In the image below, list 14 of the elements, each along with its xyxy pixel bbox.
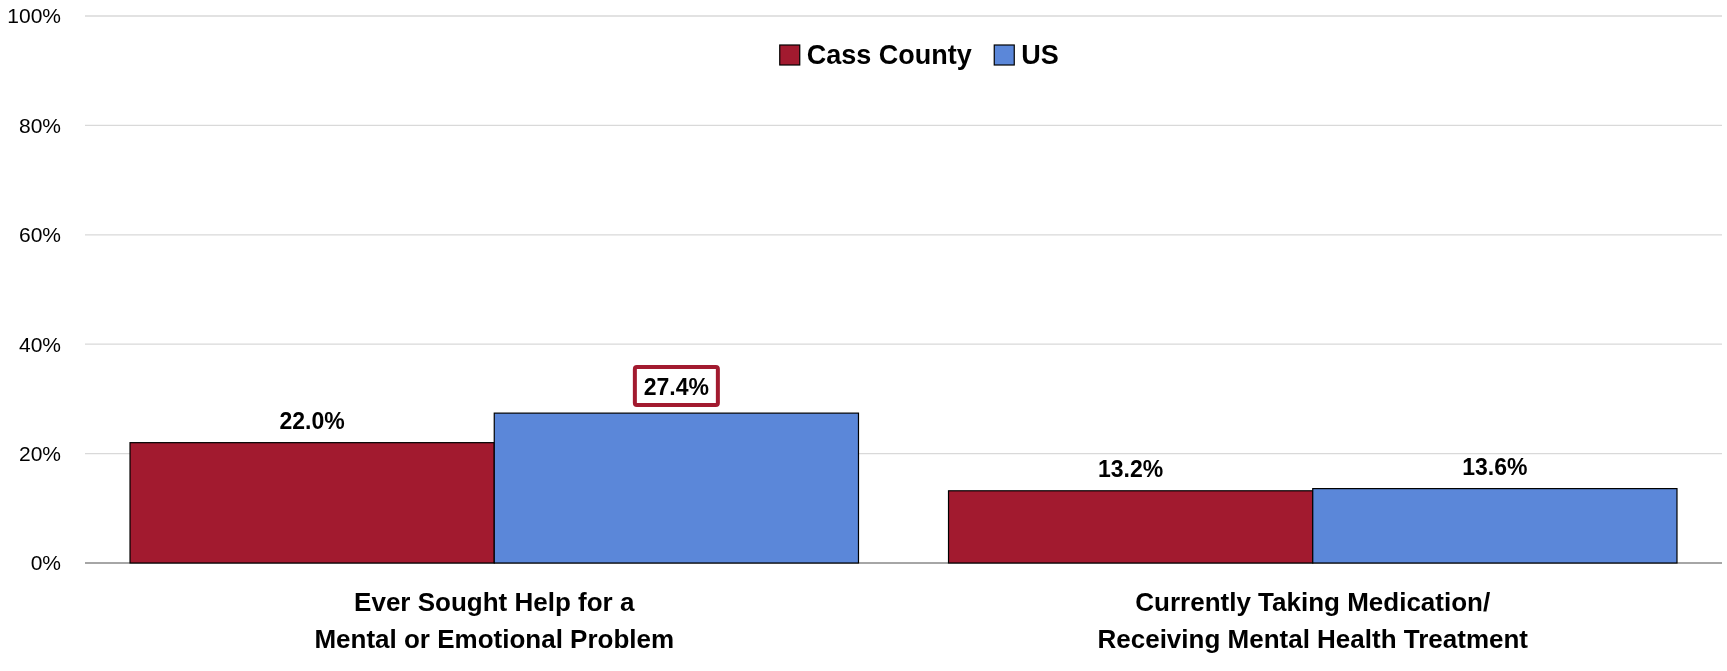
legend-label: Cass County (806, 40, 972, 71)
data-label: 13.6% (1462, 453, 1528, 480)
x-tick-label: Currently Taking Medication/ Receiving Mental Health Treatment (1097, 587, 1529, 654)
legend-label: US (1021, 40, 1059, 71)
y-tick-label: 60% (18, 223, 61, 247)
y-tick-label: 20% (18, 441, 61, 465)
x-tick-label: Ever Sought Help for a Mental or Emotional Problem (314, 587, 675, 654)
y-tick-label: 80% (18, 113, 61, 137)
y-tick-label: 40% (18, 332, 61, 356)
y-tick-label: 100% (7, 4, 61, 28)
y-tick-label: 0% (30, 551, 61, 575)
data-label: 13.2% (1098, 455, 1164, 482)
annotation: 27.4% (643, 374, 709, 401)
data-label: 22.0% (279, 407, 345, 434)
